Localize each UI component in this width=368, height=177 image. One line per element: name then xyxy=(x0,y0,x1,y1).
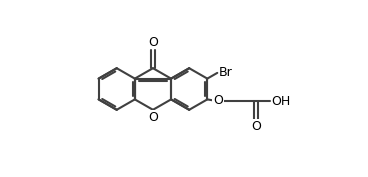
Text: O: O xyxy=(213,94,223,107)
Text: Br: Br xyxy=(219,66,233,79)
Text: O: O xyxy=(148,111,158,124)
Text: OH: OH xyxy=(272,95,291,108)
Text: O: O xyxy=(148,36,158,49)
Text: O: O xyxy=(251,120,261,133)
